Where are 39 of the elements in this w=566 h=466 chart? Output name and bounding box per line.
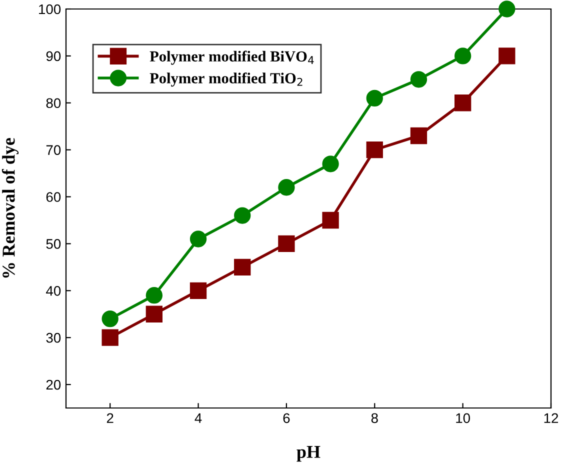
point bbox=[498, 0, 516, 18]
x-axis-title: pH bbox=[296, 446, 320, 462]
point bbox=[146, 287, 163, 304]
y-tick-label: 50 bbox=[46, 239, 61, 249]
point bbox=[410, 127, 428, 144]
x-tick-label: 8 bbox=[371, 413, 378, 424]
point bbox=[278, 235, 295, 252]
y-tick-label: 30 bbox=[46, 332, 61, 343]
y-axis-title: % Removal of dye bbox=[2, 138, 19, 278]
y-tick-label: 60 bbox=[46, 192, 61, 202]
x-tick-label: 4 bbox=[194, 413, 202, 423]
y-tick-label: 100 bbox=[39, 4, 61, 14]
point bbox=[454, 94, 472, 112]
point bbox=[454, 48, 472, 64]
x-tick-label: 2 bbox=[106, 413, 114, 423]
point bbox=[234, 207, 251, 224]
x-tick-label: 10 bbox=[456, 413, 470, 424]
point bbox=[498, 48, 516, 64]
y-tick-label: 70 bbox=[46, 145, 61, 155]
point bbox=[102, 329, 118, 346]
legend-label: Polymer modified TiO$_{2}$ bbox=[150, 72, 302, 87]
point bbox=[322, 212, 339, 229]
legend-label: Polymer modified BiVO$_{4}$ bbox=[150, 50, 314, 65]
x-tick-label: 6 bbox=[283, 413, 290, 424]
x-tick-label: 12 bbox=[544, 413, 558, 423]
y-tick-label: 90 bbox=[46, 51, 61, 62]
y-tick-label: 80 bbox=[46, 98, 61, 108]
point bbox=[190, 282, 207, 299]
point bbox=[278, 179, 295, 196]
point bbox=[102, 310, 118, 328]
point bbox=[366, 141, 383, 158]
point bbox=[322, 156, 339, 172]
y-tick-label: 40 bbox=[46, 286, 61, 296]
point bbox=[190, 230, 207, 248]
point bbox=[146, 306, 163, 322]
point bbox=[234, 258, 251, 276]
y-tick-label: 20 bbox=[46, 380, 61, 390]
point bbox=[410, 71, 428, 88]
point bbox=[366, 90, 383, 107]
